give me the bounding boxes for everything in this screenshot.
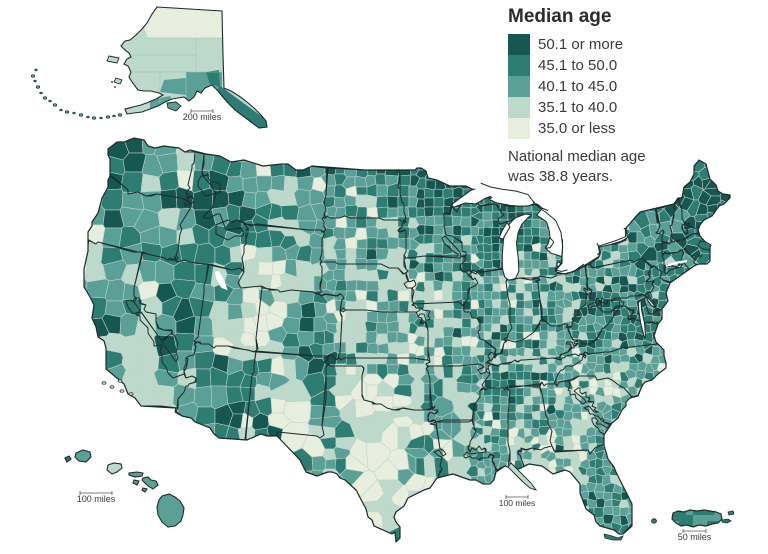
svg-text:200 miles: 200 miles <box>183 112 222 122</box>
svg-text:100 miles: 100 miles <box>499 498 535 508</box>
svg-text:100 miles: 100 miles <box>77 494 116 504</box>
svg-text:50 miles: 50 miles <box>678 532 712 542</box>
